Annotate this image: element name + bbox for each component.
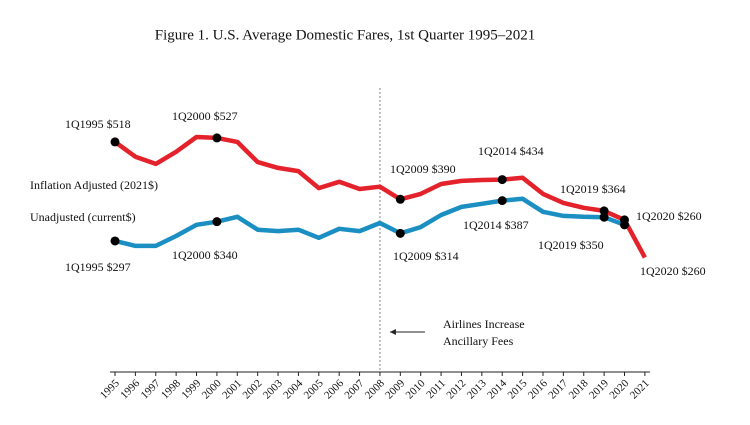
event-text: Ancillary Fees: [443, 334, 514, 348]
point-marker: [599, 206, 609, 216]
point-marker: [497, 175, 507, 185]
annotation: 1Q2014 $387: [463, 218, 529, 232]
event-text: Airlines Increase: [443, 317, 525, 331]
point-marker: [395, 194, 405, 204]
annotation: 1Q2019 $364: [560, 182, 626, 196]
annotation: 1Q2014 $434: [478, 144, 544, 158]
annotation: 1Q2000 $527: [172, 109, 238, 123]
annotation: 1Q2020 $260: [636, 209, 702, 223]
annotation: 1Q1995 $518: [65, 117, 131, 131]
event-arrowhead: [389, 329, 396, 335]
point-marker: [110, 137, 120, 147]
annotation: 1Q2020 $260: [640, 264, 706, 278]
annotation: 1Q2019 $350: [538, 238, 604, 252]
annotation: 1Q2009 $314: [393, 249, 459, 263]
point-marker: [110, 236, 120, 246]
chart-title: Figure 1. U.S. Average Domestic Fares, 1…: [155, 27, 536, 43]
series-label: Inflation Adjusted (2021$): [30, 178, 158, 192]
point-marker: [212, 133, 222, 143]
annotation: 1Q2009 $390: [390, 162, 456, 176]
point-marker: [599, 212, 609, 222]
point-marker: [395, 228, 405, 238]
series-line: [113, 134, 647, 259]
annotation: 1Q1995 $297: [65, 260, 131, 274]
point-marker: [497, 196, 507, 206]
series-label: Unadjusted (current$): [30, 210, 136, 224]
annotation: 1Q2000 $340: [172, 248, 238, 262]
series-line: [114, 196, 626, 249]
point-marker: [212, 217, 222, 227]
point-marker: [620, 220, 629, 230]
